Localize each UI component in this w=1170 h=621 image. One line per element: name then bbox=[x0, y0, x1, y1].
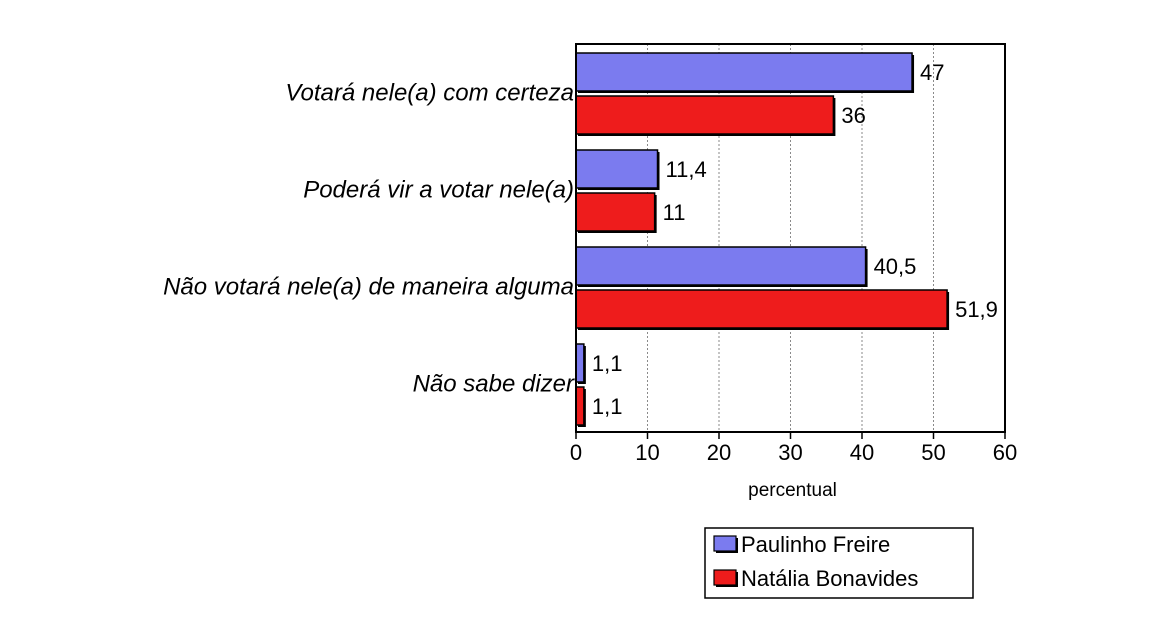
bar bbox=[575, 289, 948, 329]
bar bbox=[575, 95, 835, 135]
category-label: Votará nele(a) com certeza bbox=[285, 80, 574, 107]
data-label: 40,5 bbox=[874, 254, 917, 279]
data-label: 36 bbox=[841, 103, 865, 128]
legend-swatch bbox=[713, 535, 737, 552]
bars: 47 11,4 40,5 1,1 36 11 51,9 1,1 bbox=[575, 52, 998, 427]
x-tick-label: 30 bbox=[778, 440, 802, 465]
data-label: 47 bbox=[920, 60, 944, 85]
data-label: 1,1 bbox=[592, 394, 623, 419]
bar bbox=[575, 386, 585, 426]
data-label: 1,1 bbox=[592, 351, 623, 376]
data-label: 51,9 bbox=[955, 297, 998, 322]
legend-label: Paulinho Freire bbox=[741, 532, 890, 557]
data-label: 11,4 bbox=[666, 157, 707, 182]
bar bbox=[575, 52, 913, 92]
legend-label: Natália Bonavides bbox=[741, 566, 918, 591]
bar bbox=[575, 246, 867, 286]
x-tick-label: 10 bbox=[635, 440, 659, 465]
category-label: Não sabe dizer bbox=[413, 371, 575, 398]
x-tick-label: 40 bbox=[850, 440, 874, 465]
category-label: Poderá vir a votar nele(a) bbox=[303, 177, 574, 204]
x-tick-label: 0 bbox=[570, 440, 582, 465]
bar bbox=[575, 343, 585, 383]
bar bbox=[575, 149, 659, 189]
category-label: Não votará nele(a) de maneira alguma bbox=[163, 274, 574, 301]
legend: Paulinho Freire Natália Bonavides bbox=[704, 527, 974, 599]
x-axis-ticks: 0 10 20 30 40 50 60 bbox=[570, 432, 1017, 465]
legend-swatch bbox=[713, 569, 737, 586]
category-labels: Votará nele(a) com certeza Poderá vir a v… bbox=[163, 80, 575, 398]
bar bbox=[575, 192, 656, 232]
x-tick-label: 50 bbox=[921, 440, 945, 465]
data-label: 11 bbox=[663, 200, 686, 225]
legend-box bbox=[704, 527, 974, 599]
x-tick-label: 20 bbox=[707, 440, 731, 465]
x-axis-title: percentual bbox=[748, 480, 837, 501]
x-tick-label: 60 bbox=[993, 440, 1017, 465]
